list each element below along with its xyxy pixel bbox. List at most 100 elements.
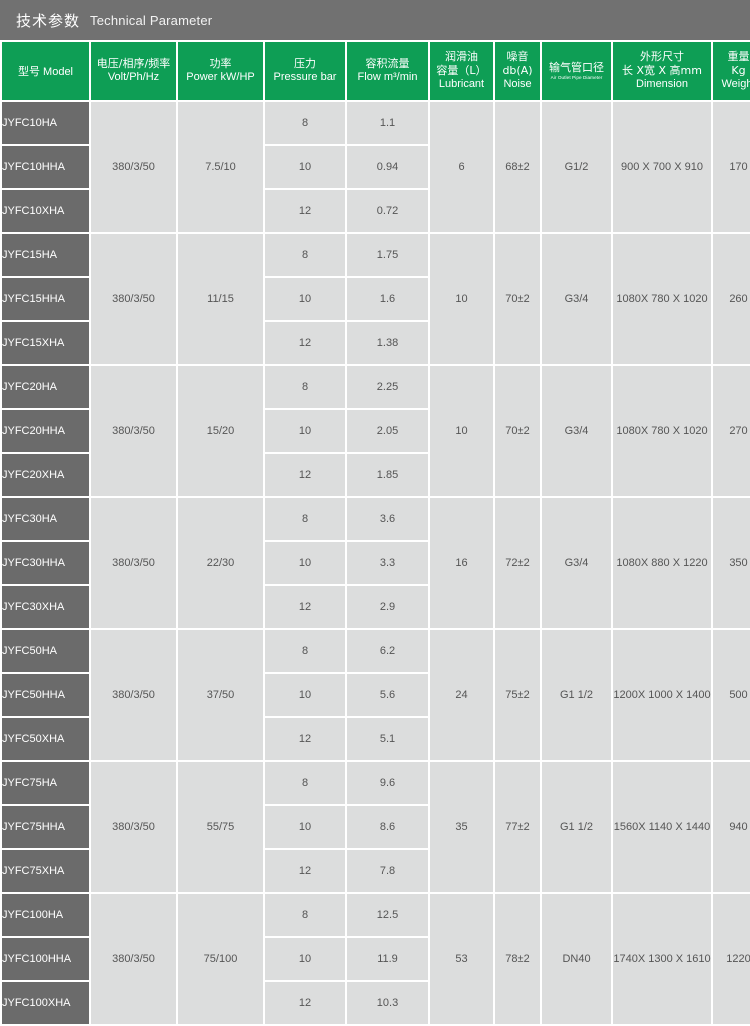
cell-pressure: 8	[265, 234, 345, 276]
cell-noise: 78±2	[495, 894, 540, 1024]
table-header-row: 型号 Model 电压/相序/频率 Volt/Ph/Hz 功率 Power kW/HP 压…	[2, 42, 750, 100]
cell-model: JYFC75XHA	[2, 850, 89, 892]
cell-weight: 350	[713, 498, 750, 628]
cell-model: JYFC75HHA	[2, 806, 89, 848]
cell-weight: 270	[713, 366, 750, 496]
cell-noise: 70±2	[495, 234, 540, 364]
cell-lubricant: 24	[430, 630, 493, 760]
cell-noise: 77±2	[495, 762, 540, 892]
cell-dimension: 1740X 1300 X 1610	[613, 894, 711, 1024]
column-header-label-en: Air Outlet Pipe Diameter	[550, 75, 603, 81]
cell-flow: 12.5	[347, 894, 428, 936]
table-row: JYFC50XHA 12 5.1	[2, 718, 750, 760]
table-row: JYFC50HA 380/3/50 37/50 8 6.2 24 75±2 G1 1/2 120…	[2, 630, 750, 760]
table-body: JYFC10HA 380/3/50 7.5/10 8 1.1 6 68±2 G1/2 900 X…	[2, 102, 750, 1024]
column-header-noise: 噪音 db(A) Noise	[495, 42, 540, 100]
cell-power: 55/75	[178, 762, 263, 892]
table-row: JYFC10HHA 10 0.94	[2, 146, 750, 188]
cell-flow: 3.6	[347, 498, 428, 540]
cell-volt: 380/3/50	[91, 894, 176, 1024]
table-row: JYFC15HHA 10 1.6	[2, 278, 750, 320]
cell-model: JYFC100XHA	[2, 982, 89, 1024]
cell-pressure: 8	[265, 366, 345, 408]
cell-power: 15/20	[178, 366, 263, 496]
cell-model: JYFC30HA	[2, 498, 89, 540]
cell-lubricant: 53	[430, 894, 493, 1024]
cell-model: JYFC20XHA	[2, 454, 89, 496]
cell-pressure: 8	[265, 102, 345, 144]
table-row: JYFC100HHA 10 11.9	[2, 938, 750, 980]
cell-flow: 3.3	[347, 542, 428, 584]
cell-model: JYFC20HHA	[2, 410, 89, 452]
cell-model: JYFC10XHA	[2, 190, 89, 232]
cell-pressure: 8	[265, 498, 345, 540]
column-header-pipe: 输气管口径 Air Outlet Pipe Diameter	[542, 42, 611, 100]
table-row: JYFC20XHA 12 1.85	[2, 454, 750, 496]
cell-weight: 260	[713, 234, 750, 364]
cell-noise: 68±2	[495, 102, 540, 232]
table-row: JYFC100HA 380/3/50 75/100 8 12.5 53 78±2 DN40 17…	[2, 894, 750, 1024]
column-header-weight: 重量KgWeight	[713, 42, 750, 100]
table-row: JYFC15HA 380/3/50 11/15 8 1.75 10 70±2 G3/4 1080…	[2, 234, 750, 364]
table-row: JYFC50HHA 10 5.6	[2, 674, 750, 716]
cell-model: JYFC10HHA	[2, 146, 89, 188]
cell-model: JYFC75HA	[2, 762, 89, 804]
cell-pipe: DN40	[542, 894, 611, 1024]
cell-pressure: 12	[265, 850, 345, 892]
column-header-label-en: Model	[39, 66, 74, 78]
cell-power: 37/50	[178, 630, 263, 760]
cell-model: JYFC50HA	[2, 630, 89, 672]
table-row: JYFC30HHA 10 3.3	[2, 542, 750, 584]
column-header-label-cn-2: 长 X宽 X 高mm	[622, 64, 702, 78]
cell-flow: 8.6	[347, 806, 428, 848]
column-header-label-cn: 润滑油	[445, 50, 478, 64]
cell-flow: 2.25	[347, 366, 428, 408]
cell-lubricant: 6	[430, 102, 493, 232]
cell-pressure: 12	[265, 586, 345, 628]
cell-pressure: 10	[265, 278, 345, 320]
column-header-label-cn: 噪音	[506, 50, 529, 64]
cell-pressure: 8	[265, 894, 345, 936]
cell-pressure: 10	[265, 542, 345, 584]
table-row: JYFC75HA 380/3/50 55/75 8 9.6 35 77±2 G1 1/2 156…	[2, 762, 750, 892]
table-row: JYFC10HA 380/3/50 7.5/10 8 1.1 6 68±2 G1/2 900 X…	[2, 102, 750, 232]
cell-pipe: G3/4	[542, 234, 611, 364]
cell-power: 22/30	[178, 498, 263, 628]
cell-pressure: 8	[265, 762, 345, 804]
cell-model: JYFC100HA	[2, 894, 89, 936]
cell-model: JYFC15HHA	[2, 278, 89, 320]
cell-flow: 5.6	[347, 674, 428, 716]
column-header-label-cn-2: 容量（L）	[436, 64, 487, 78]
column-header-label-cn: 功率	[209, 57, 232, 71]
column-header-label-cn: 电压/相序/频率	[96, 57, 171, 71]
cell-flow: 11.9	[347, 938, 428, 980]
cell-lubricant: 10	[430, 366, 493, 496]
cell-pipe: G1/2	[542, 102, 611, 232]
section-title-bar: 技术参数 Technical Parameter	[0, 0, 750, 40]
column-header-label-cn: 压力	[294, 57, 316, 71]
column-header-label-en: Pressure bar	[273, 71, 337, 83]
cell-noise: 72±2	[495, 498, 540, 628]
cell-flow: 1.1	[347, 102, 428, 144]
cell-volt: 380/3/50	[91, 762, 176, 892]
column-header-label-cn: 重量	[727, 50, 750, 64]
cell-flow: 0.94	[347, 146, 428, 188]
cell-pressure: 10	[265, 410, 345, 452]
cell-flow: 1.38	[347, 322, 428, 364]
column-header-label-cn: 输气管口径	[549, 61, 604, 74]
column-header-label-en: Weight	[721, 77, 750, 90]
cell-model: JYFC15HA	[2, 234, 89, 276]
cell-weight: 940	[713, 762, 750, 892]
cell-lubricant: 35	[430, 762, 493, 892]
cell-pressure: 12	[265, 718, 345, 760]
cell-model: JYFC10HA	[2, 102, 89, 144]
cell-dimension: 1560X 1140 X 1440	[613, 762, 711, 892]
cell-power: 11/15	[178, 234, 263, 364]
page-title-en: Technical Parameter	[90, 12, 213, 28]
cell-model: JYFC20HA	[2, 366, 89, 408]
column-header-lubricant: 润滑油 容量（L） Lubricant	[430, 42, 493, 100]
column-header-power: 功率 Power kW/HP	[178, 42, 263, 100]
cell-flow: 2.9	[347, 586, 428, 628]
cell-pressure: 10	[265, 674, 345, 716]
